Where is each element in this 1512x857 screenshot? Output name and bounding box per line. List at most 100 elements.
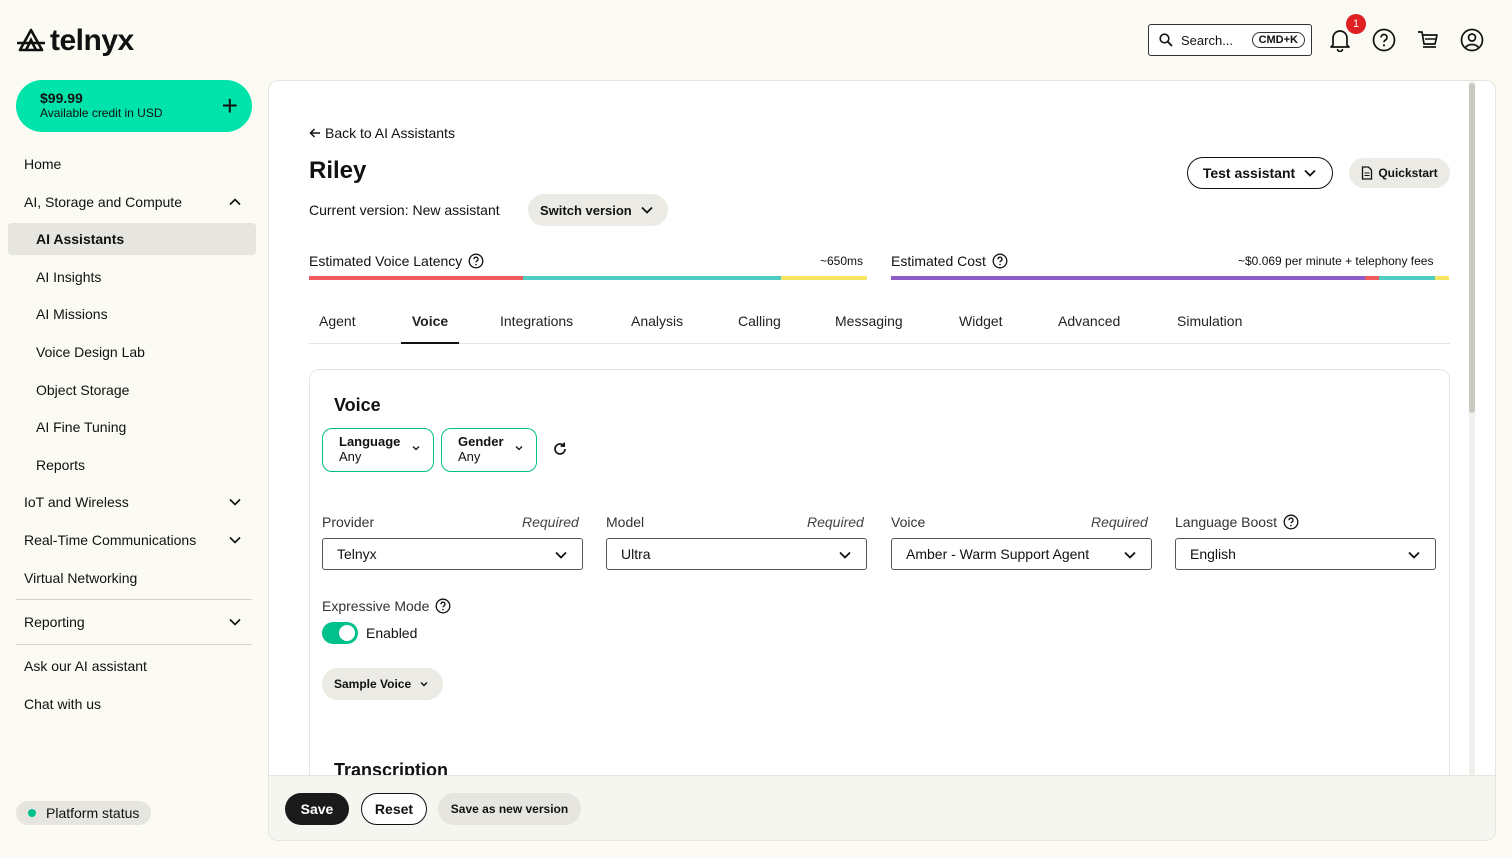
tab-bar: Agent Voice Integrations Analysis Callin… (309, 301, 1450, 344)
help-icon[interactable] (1283, 514, 1299, 530)
sidebar-item-home[interactable]: Home (8, 148, 256, 180)
sidebar-divider (16, 644, 252, 645)
tab-agent[interactable]: Agent (319, 313, 356, 329)
tab-simulation[interactable]: Simulation (1177, 313, 1243, 329)
sidebar-item-chat[interactable]: Chat with us (8, 688, 256, 720)
sidebar-item-voice-design-lab[interactable]: Voice Design Lab (8, 336, 256, 368)
tab-voice[interactable]: Voice (401, 301, 459, 344)
required-label: Required (1091, 514, 1148, 530)
reset-button[interactable]: Reset (361, 793, 427, 825)
arrow-left-icon (309, 128, 320, 138)
section-title: Voice (334, 395, 381, 415)
current-version: Current version: New assistant (309, 202, 500, 218)
quickstart-button[interactable]: Quickstart (1349, 158, 1450, 188)
save-button[interactable]: Save (285, 793, 349, 825)
sidebar-item-label: Chat with us (24, 696, 102, 712)
account-button[interactable] (1458, 26, 1486, 54)
tab-widget[interactable]: Widget (959, 313, 1003, 329)
sidebar-item-ai-fine-tuning[interactable]: AI Fine Tuning (8, 411, 256, 443)
sidebar-item-label: AI Fine Tuning (36, 419, 127, 435)
switch-version-button[interactable]: Switch version (528, 194, 668, 226)
sample-voice-button[interactable]: Sample Voice (322, 668, 444, 700)
chevron-down-icon (1408, 551, 1420, 559)
search-shortcut: CMD+K (1251, 32, 1305, 48)
back-link-label: Back to AI Assistants (325, 125, 455, 141)
filter-label: Language (339, 434, 401, 449)
provider-label: Provider (322, 514, 375, 530)
provider-select[interactable]: Telnyx (322, 538, 583, 570)
add-credit-icon[interactable]: + (221, 90, 238, 121)
select-value: Amber - Warm Support Agent (906, 546, 1090, 562)
refresh-icon[interactable] (552, 441, 568, 457)
sidebar-item-label: AI Assistants (36, 231, 125, 247)
chevron-down-icon (1304, 169, 1316, 177)
sidebar-item-label: Object Storage (36, 382, 130, 398)
platform-status-label: Platform status (46, 805, 140, 821)
scrollbar-track[interactable] (1469, 81, 1475, 775)
platform-status-button[interactable]: Platform status (16, 801, 152, 825)
sidebar-item-reports[interactable]: Reports (8, 449, 256, 481)
sidebar-item-ai-storage-compute[interactable]: AI, Storage and Compute (8, 186, 256, 218)
save-new-version-button[interactable]: Save as new version (438, 793, 581, 825)
chevron-down-icon (515, 446, 523, 451)
sidebar-item-real-time-communications[interactable]: Real-Time Communications (8, 524, 256, 556)
sidebar-item-label: AI Insights (36, 269, 102, 285)
tab-calling[interactable]: Calling (738, 313, 781, 329)
sidebar-item-object-storage[interactable]: Object Storage (8, 374, 256, 406)
cart-button[interactable] (1414, 26, 1442, 54)
sidebar-item-ai-insights[interactable]: AI Insights (8, 261, 256, 293)
sidebar-item-reporting[interactable]: Reporting (8, 606, 256, 638)
help-icon[interactable] (468, 253, 484, 269)
gender-filter[interactable]: Gender Any (441, 428, 537, 472)
expressive-mode-label-text: Expressive Mode (322, 598, 430, 614)
voice-select[interactable]: Amber - Warm Support Agent (891, 538, 1152, 570)
expressive-mode-toggle[interactable] (322, 622, 358, 644)
test-assistant-button[interactable]: Test assistant (1187, 157, 1333, 189)
sidebar-item-ai-missions[interactable]: AI Missions (8, 298, 256, 330)
required-label: Required (522, 514, 579, 530)
tab-integrations[interactable]: Integrations (500, 313, 574, 329)
credit-balance-card[interactable]: $99.99 Available credit in USD + (16, 80, 252, 132)
sidebar-item-iot-wireless[interactable]: IoT and Wireless (8, 486, 256, 518)
sidebar-item-label: AI Missions (36, 306, 108, 322)
notifications-button[interactable] (1326, 26, 1354, 54)
help-icon[interactable] (435, 598, 451, 614)
sidebar-item-label: IoT and Wireless (24, 494, 129, 510)
chevron-down-icon (229, 618, 241, 626)
sidebar-item-label: Home (24, 156, 62, 172)
notification-badge: 1 (1346, 14, 1366, 34)
credit-label: Available credit in USD (40, 106, 163, 120)
help-icon[interactable] (992, 253, 1008, 269)
model-select[interactable]: Ultra (606, 538, 867, 570)
telnyx-logo[interactable]: telnyx (16, 24, 134, 58)
back-link[interactable]: Back to AI Assistants (309, 125, 455, 141)
search-box[interactable]: Search... CMD+K (1148, 24, 1312, 56)
language-boost-select[interactable]: English (1175, 538, 1436, 570)
tab-messaging[interactable]: Messaging (835, 313, 903, 329)
search-icon (1159, 33, 1173, 47)
latency-bar-segment (781, 276, 867, 280)
model-label: Model (606, 514, 645, 530)
chevron-down-icon (555, 551, 567, 559)
chevron-down-icon (229, 498, 241, 506)
test-assistant-label: Test assistant (1202, 165, 1296, 181)
voice-label: Voice (891, 514, 926, 530)
sidebar-item-ai-assistants[interactable]: AI Assistants (8, 223, 256, 255)
chevron-down-icon (1124, 551, 1136, 559)
scrollbar-thumb[interactable] (1469, 83, 1475, 413)
language-filter[interactable]: Language Any (322, 428, 434, 472)
expressive-mode-label: Expressive Mode (322, 598, 451, 614)
select-value: English (1190, 546, 1236, 562)
sidebar-divider (16, 599, 252, 600)
cost-bar-segment (1365, 276, 1379, 280)
help-button[interactable] (1370, 26, 1398, 54)
language-boost-label-text: Language Boost (1175, 514, 1277, 530)
tab-analysis[interactable]: Analysis (631, 313, 684, 329)
status-dot-icon (28, 809, 36, 817)
sidebar-item-virtual-networking[interactable]: Virtual Networking (8, 562, 256, 594)
telnyx-logo-icon (17, 28, 45, 52)
tab-advanced[interactable]: Advanced (1058, 313, 1121, 329)
help-icon (1372, 28, 1396, 52)
main-panel: Back to AI Assistants Riley Current vers… (268, 80, 1496, 841)
sidebar-item-ask-ai[interactable]: Ask our AI assistant (8, 650, 256, 682)
